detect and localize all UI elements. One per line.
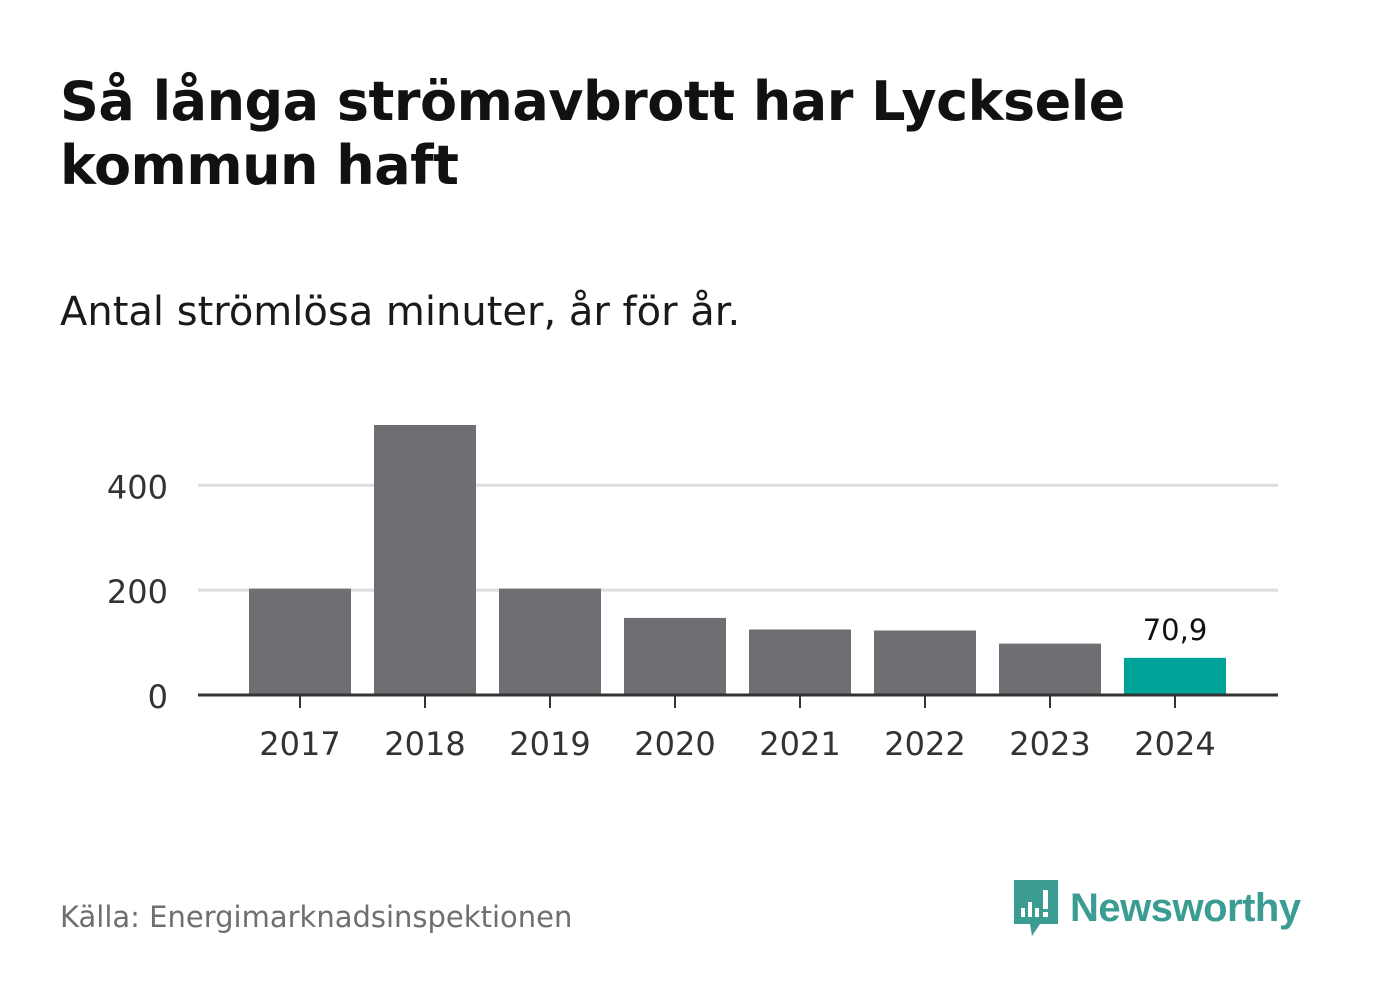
bar-2020 bbox=[624, 617, 726, 695]
x-tick-label: 2021 bbox=[759, 725, 840, 763]
x-tick-label: 2023 bbox=[1009, 725, 1090, 763]
newsworthy-logo: Newsworthy bbox=[1010, 878, 1301, 938]
bar-2019 bbox=[499, 588, 601, 695]
y-tick-label: 200 bbox=[107, 573, 168, 611]
bar-2021 bbox=[749, 629, 851, 695]
x-tick-label: 2017 bbox=[259, 725, 340, 763]
newsworthy-chart-bubble-icon bbox=[1014, 880, 1058, 936]
y-tick-label: 0 bbox=[148, 678, 168, 716]
source-note: Källa: Energimarknadsinspektionen bbox=[60, 900, 573, 934]
bar-2022 bbox=[874, 630, 976, 695]
bar-2023 bbox=[999, 643, 1101, 695]
x-tick-label: 2019 bbox=[509, 725, 590, 763]
x-tick-label: 2022 bbox=[884, 725, 965, 763]
gridlines bbox=[198, 483, 1278, 592]
bar-2018 bbox=[374, 425, 476, 695]
bar-2024 bbox=[1124, 657, 1226, 695]
x-tick-label: 2018 bbox=[384, 725, 465, 763]
chart-subtitle: Antal strömlösa minuter, år för år. bbox=[60, 289, 741, 335]
labels: 0 200 400 2017 2018 2019 2020 2021 2022 2023 2024 7… bbox=[107, 468, 1278, 763]
logo-text: Newsworthy bbox=[1070, 885, 1301, 930]
x-tick-label: 2024 bbox=[1134, 725, 1215, 763]
chart-title: Så långa strömavbrott har Lycksele kommu… bbox=[60, 70, 1125, 197]
y-tick-label: 400 bbox=[107, 468, 168, 506]
data-label: 70,9 bbox=[1143, 613, 1208, 647]
x-tick-label: 2020 bbox=[634, 725, 715, 763]
bar-2017 bbox=[249, 588, 351, 695]
bars bbox=[249, 425, 1226, 695]
